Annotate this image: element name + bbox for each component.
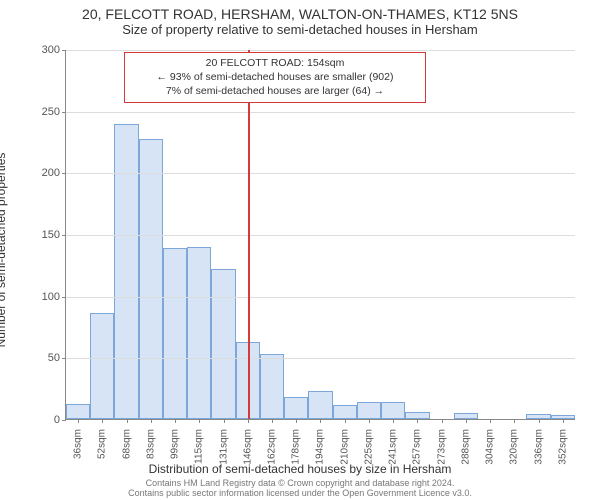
y-tick-mark (62, 358, 66, 359)
annotation-box: 20 FELCOTT ROAD: 154sqm← 93% of semi-det… (124, 52, 426, 103)
grid-line (66, 112, 575, 113)
x-tick-mark (514, 419, 515, 423)
x-tick-label: 273sqm (436, 425, 447, 465)
reference-line (248, 50, 250, 419)
plot-area: 36sqm52sqm68sqm83sqm99sqm115sqm131sqm146… (65, 50, 575, 420)
x-tick-mark (224, 419, 225, 423)
grid-line (66, 358, 575, 359)
x-tick-label: 162sqm (266, 425, 277, 465)
x-tick-mark (175, 419, 176, 423)
x-tick-mark (369, 419, 370, 423)
x-tick-mark (393, 419, 394, 423)
grid-line (66, 235, 575, 236)
x-tick-label: 241sqm (388, 425, 399, 465)
chart-title-line2: Size of property relative to semi-detach… (0, 22, 600, 37)
bar (405, 412, 429, 419)
x-tick-label: 146sqm (242, 425, 253, 465)
bar (357, 402, 381, 419)
bar (163, 248, 187, 419)
x-tick-label: 194sqm (315, 425, 326, 465)
bar (139, 139, 163, 419)
y-tick-mark (62, 235, 66, 236)
x-tick-label: 320sqm (509, 425, 520, 465)
annotation-line-0: 20 FELCOTT ROAD: 154sqm (131, 56, 419, 70)
y-axis-title: Number of semi-detached properties (0, 153, 8, 348)
x-tick-mark (78, 419, 79, 423)
x-tick-label: 115sqm (194, 425, 205, 464)
bar (381, 402, 405, 419)
x-tick-label: 36sqm (73, 425, 84, 459)
x-axis-title: Distribution of semi-detached houses by … (0, 462, 600, 476)
x-tick-label: 257sqm (412, 425, 423, 465)
y-tick-mark (62, 50, 66, 51)
x-tick-label: 131sqm (218, 425, 229, 465)
x-tick-mark (102, 419, 103, 423)
chart-container: 20, FELCOTT ROAD, HERSHAM, WALTON-ON-THA… (0, 0, 600, 500)
bar (187, 247, 211, 419)
y-tick-mark (62, 173, 66, 174)
x-tick-label: 68sqm (121, 425, 132, 459)
y-tick-mark (62, 297, 66, 298)
grid-line (66, 50, 575, 51)
x-tick-label: 178sqm (291, 425, 302, 465)
x-tick-label: 99sqm (170, 425, 181, 459)
x-tick-mark (151, 419, 152, 423)
bar (66, 404, 90, 419)
x-tick-mark (272, 419, 273, 423)
x-tick-mark (345, 419, 346, 423)
x-tick-mark (127, 419, 128, 423)
y-tick-mark (62, 112, 66, 113)
bar (308, 391, 332, 419)
chart-title-line1: 20, FELCOTT ROAD, HERSHAM, WALTON-ON-THA… (0, 0, 600, 22)
x-tick-mark (248, 419, 249, 423)
x-tick-mark (199, 419, 200, 423)
annotation-line-2: 7% of semi-detached houses are larger (6… (131, 84, 419, 98)
x-tick-label: 52sqm (97, 425, 108, 459)
bar (114, 124, 138, 419)
grid-line (66, 173, 575, 174)
x-tick-label: 352sqm (557, 425, 568, 465)
bar (90, 313, 114, 419)
x-tick-mark (417, 419, 418, 423)
x-tick-label: 304sqm (485, 425, 496, 465)
x-tick-label: 225sqm (363, 425, 374, 465)
footer-line2: Contains public sector information licen… (0, 489, 600, 499)
x-tick-mark (563, 419, 564, 423)
x-tick-mark (296, 419, 297, 423)
x-tick-label: 288sqm (460, 425, 471, 465)
bar (333, 405, 357, 419)
x-tick-mark (320, 419, 321, 423)
y-tick-mark (62, 420, 66, 421)
x-tick-mark (539, 419, 540, 423)
x-tick-mark (490, 419, 491, 423)
footer-note: Contains HM Land Registry data © Crown c… (0, 479, 600, 499)
x-tick-label: 210sqm (339, 425, 350, 465)
bar (260, 354, 284, 419)
bar (284, 397, 308, 419)
x-tick-label: 336sqm (533, 425, 544, 465)
x-tick-mark (442, 419, 443, 423)
x-tick-mark (466, 419, 467, 423)
annotation-line-1: ← 93% of semi-detached houses are smalle… (131, 70, 419, 84)
x-tick-label: 83sqm (145, 425, 156, 459)
grid-line (66, 297, 575, 298)
bar (211, 269, 235, 419)
